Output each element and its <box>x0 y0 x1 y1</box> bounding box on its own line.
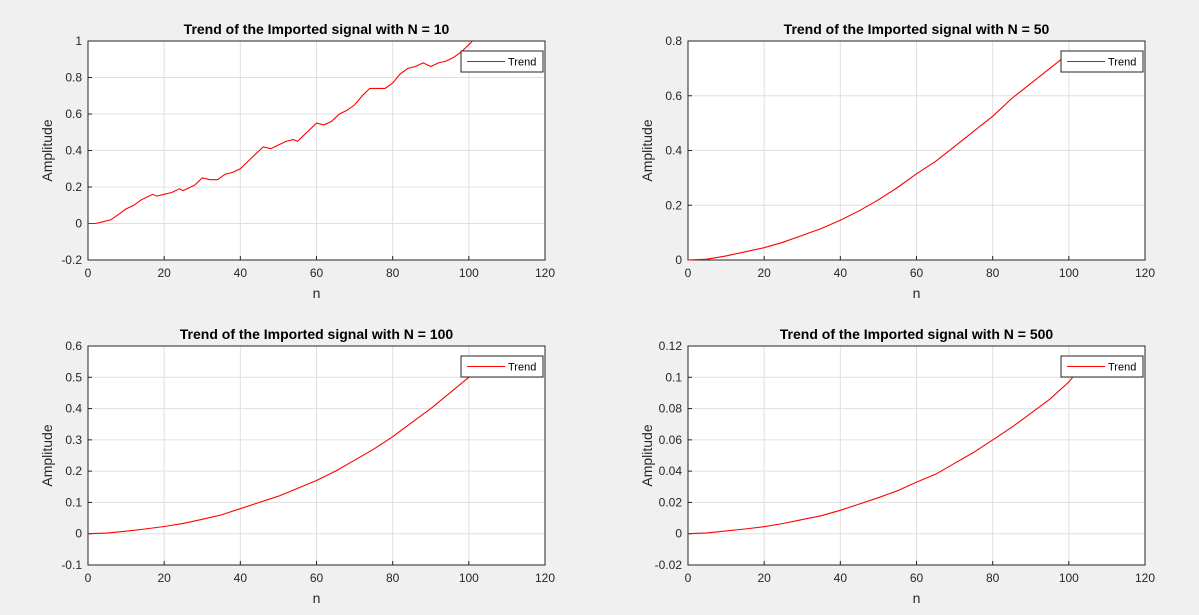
y-tick-label: -0.1 <box>61 558 82 572</box>
x-tick-label: 100 <box>1059 571 1079 585</box>
subplot-1-title: Trend of the Imported signal with N = 10 <box>184 21 450 37</box>
y-tick-label: 0.08 <box>659 402 683 416</box>
x-tick-label: 120 <box>535 266 555 280</box>
trend-line <box>687 376 1074 535</box>
y-tick-label: 0.8 <box>65 71 82 85</box>
x-tick-label: 0 <box>685 571 692 585</box>
y-tick-label: 0.2 <box>65 180 82 194</box>
trend-line <box>87 373 473 535</box>
x-tick-label: 0 <box>685 266 692 280</box>
subplot-4-x-ticks: 0 20 40 60 80 100 120 <box>685 561 1155 585</box>
y-tick-label: 0 <box>675 527 682 541</box>
y-tick-label: 0.3 <box>65 433 82 447</box>
y-tick-label: 0.2 <box>665 198 682 212</box>
y-tick-label: 0.4 <box>65 402 82 416</box>
x-tick-label: 120 <box>1135 266 1155 280</box>
x-tick-label: 80 <box>986 266 1000 280</box>
subplot-1-legend: Trend <box>460 50 544 73</box>
subplot-2-y-axis-label: Amplitude <box>639 119 655 181</box>
subplot-1-series <box>88 40 473 225</box>
y-tick-label: 0.06 <box>659 433 683 447</box>
x-tick-label: 100 <box>1059 266 1079 280</box>
subplot-4-y-ticks: -0.02 0 0.02 0.04 0.06 0.08 0.1 0.12 <box>655 339 692 572</box>
y-tick-label: 0 <box>675 253 682 267</box>
subplot-2-x-axis-label: n <box>913 285 921 301</box>
x-tick-label: 80 <box>386 571 400 585</box>
y-tick-label: 0.5 <box>65 370 82 384</box>
y-tick-label: 0.2 <box>65 464 82 478</box>
subplot-3: 0 20 40 60 80 100 120 -0.100.10.20.30.40.50.6 … <box>39 326 555 606</box>
x-tick-label: 100 <box>459 571 479 585</box>
subplot-1-y-ticks: -0.2 0 0.2 0.4 0.6 0.8 1 <box>61 34 92 267</box>
subplot-3-y-axis-label: Amplitude <box>39 424 55 486</box>
y-tick-label: 0 <box>75 527 82 541</box>
y-tick-label: 0.02 <box>659 495 683 509</box>
x-tick-label: 80 <box>386 266 400 280</box>
x-tick-label: 40 <box>234 571 248 585</box>
x-tick-label: 40 <box>834 266 848 280</box>
y-tick-label: 0.4 <box>665 144 682 158</box>
y-tick-label: 0.6 <box>665 89 682 103</box>
x-tick-label: 120 <box>1135 571 1155 585</box>
x-tick-label: 60 <box>310 571 324 585</box>
subplot-2-legend: Trend <box>1060 50 1144 73</box>
x-tick-label: 20 <box>157 266 171 280</box>
subplot-1-x-ticks: 0 20 40 60 80 100 120 <box>85 256 555 280</box>
y-tick-label: 1 <box>75 34 82 48</box>
x-tick-label: 0 <box>85 571 92 585</box>
subplot-4: 0 20 40 60 80 100 120 -0.0200.020.040.060.080.… <box>639 326 1155 606</box>
x-tick-label: 80 <box>986 571 1000 585</box>
subplot-1-x-axis-label: n <box>313 285 321 301</box>
subplot-2-title: Trend of the Imported signal with N = 50 <box>784 21 1050 37</box>
subplot-4-title: Trend of the Imported signal with N = 50… <box>780 326 1054 342</box>
y-tick-label: 0.12 <box>659 339 683 353</box>
x-tick-label: 0 <box>85 266 92 280</box>
subplot-3-legend: Trend <box>460 355 544 378</box>
x-tick-label: 20 <box>757 266 771 280</box>
y-tick-label: 0.4 <box>65 144 82 158</box>
y-tick-label: -0.2 <box>61 253 82 267</box>
trend-line <box>88 40 473 225</box>
subplot-4-x-axis-label: n <box>913 590 921 606</box>
x-tick-label: 100 <box>459 266 479 280</box>
trend-line <box>687 50 1073 261</box>
x-tick-label: 60 <box>910 571 924 585</box>
x-tick-label: 120 <box>535 571 555 585</box>
x-tick-label: 60 <box>310 266 324 280</box>
y-tick-label: 0.8 <box>665 34 682 48</box>
y-tick-label: -0.02 <box>655 558 683 572</box>
subplot-3-x-ticks: 0 20 40 60 80 100 120 <box>85 561 555 585</box>
subplot-4-series <box>687 376 1074 535</box>
subplot-1: 0 20 40 60 80 100 120 -0.200.20.40.60.81 Trend… <box>39 21 555 301</box>
subplot-4-y-axis-label: Amplitude <box>639 424 655 486</box>
x-tick-label: 20 <box>157 571 171 585</box>
y-tick-label: 0.6 <box>65 107 82 121</box>
x-tick-label: 40 <box>834 571 848 585</box>
subplot-2-y-ticks: 0 0.2 0.4 0.6 0.8 <box>665 34 692 267</box>
subplot-3-title: Trend of the Imported signal with N = 10… <box>180 326 454 342</box>
y-tick-label: 0.1 <box>665 370 682 384</box>
y-tick-label: 0.1 <box>65 495 82 509</box>
subplot-2-legend-entry: Trend <box>1108 57 1136 69</box>
x-tick-label: 40 <box>234 266 248 280</box>
subplot-3-y-ticks: -0.1 0 0.1 0.2 0.3 0.4 0.5 0.6 <box>61 339 92 572</box>
x-tick-label: 60 <box>910 266 924 280</box>
y-tick-label: 0.04 <box>659 464 683 478</box>
subplot-2-series <box>687 50 1073 261</box>
subplot-2: 0 20 40 60 80 100 120 0 0.2 0.4 0.6 0.8 Trend of t… <box>639 21 1155 301</box>
subplot-3-x-axis-label: n <box>313 590 321 606</box>
subplot-1-legend-entry: Trend <box>508 57 536 69</box>
x-tick-label: 20 <box>757 571 771 585</box>
subplot-2-x-ticks: 0 20 40 60 80 100 120 <box>685 256 1155 280</box>
subplot-4-legend: Trend <box>1060 355 1144 378</box>
subplot-3-series <box>87 373 473 535</box>
subplot-4-legend-entry: Trend <box>1108 362 1136 374</box>
y-tick-label: 0 <box>75 217 82 231</box>
y-tick-label: 0.6 <box>65 339 82 353</box>
subplot-1-y-axis-label: Amplitude <box>39 119 55 181</box>
subplot-3-legend-entry: Trend <box>508 362 536 374</box>
